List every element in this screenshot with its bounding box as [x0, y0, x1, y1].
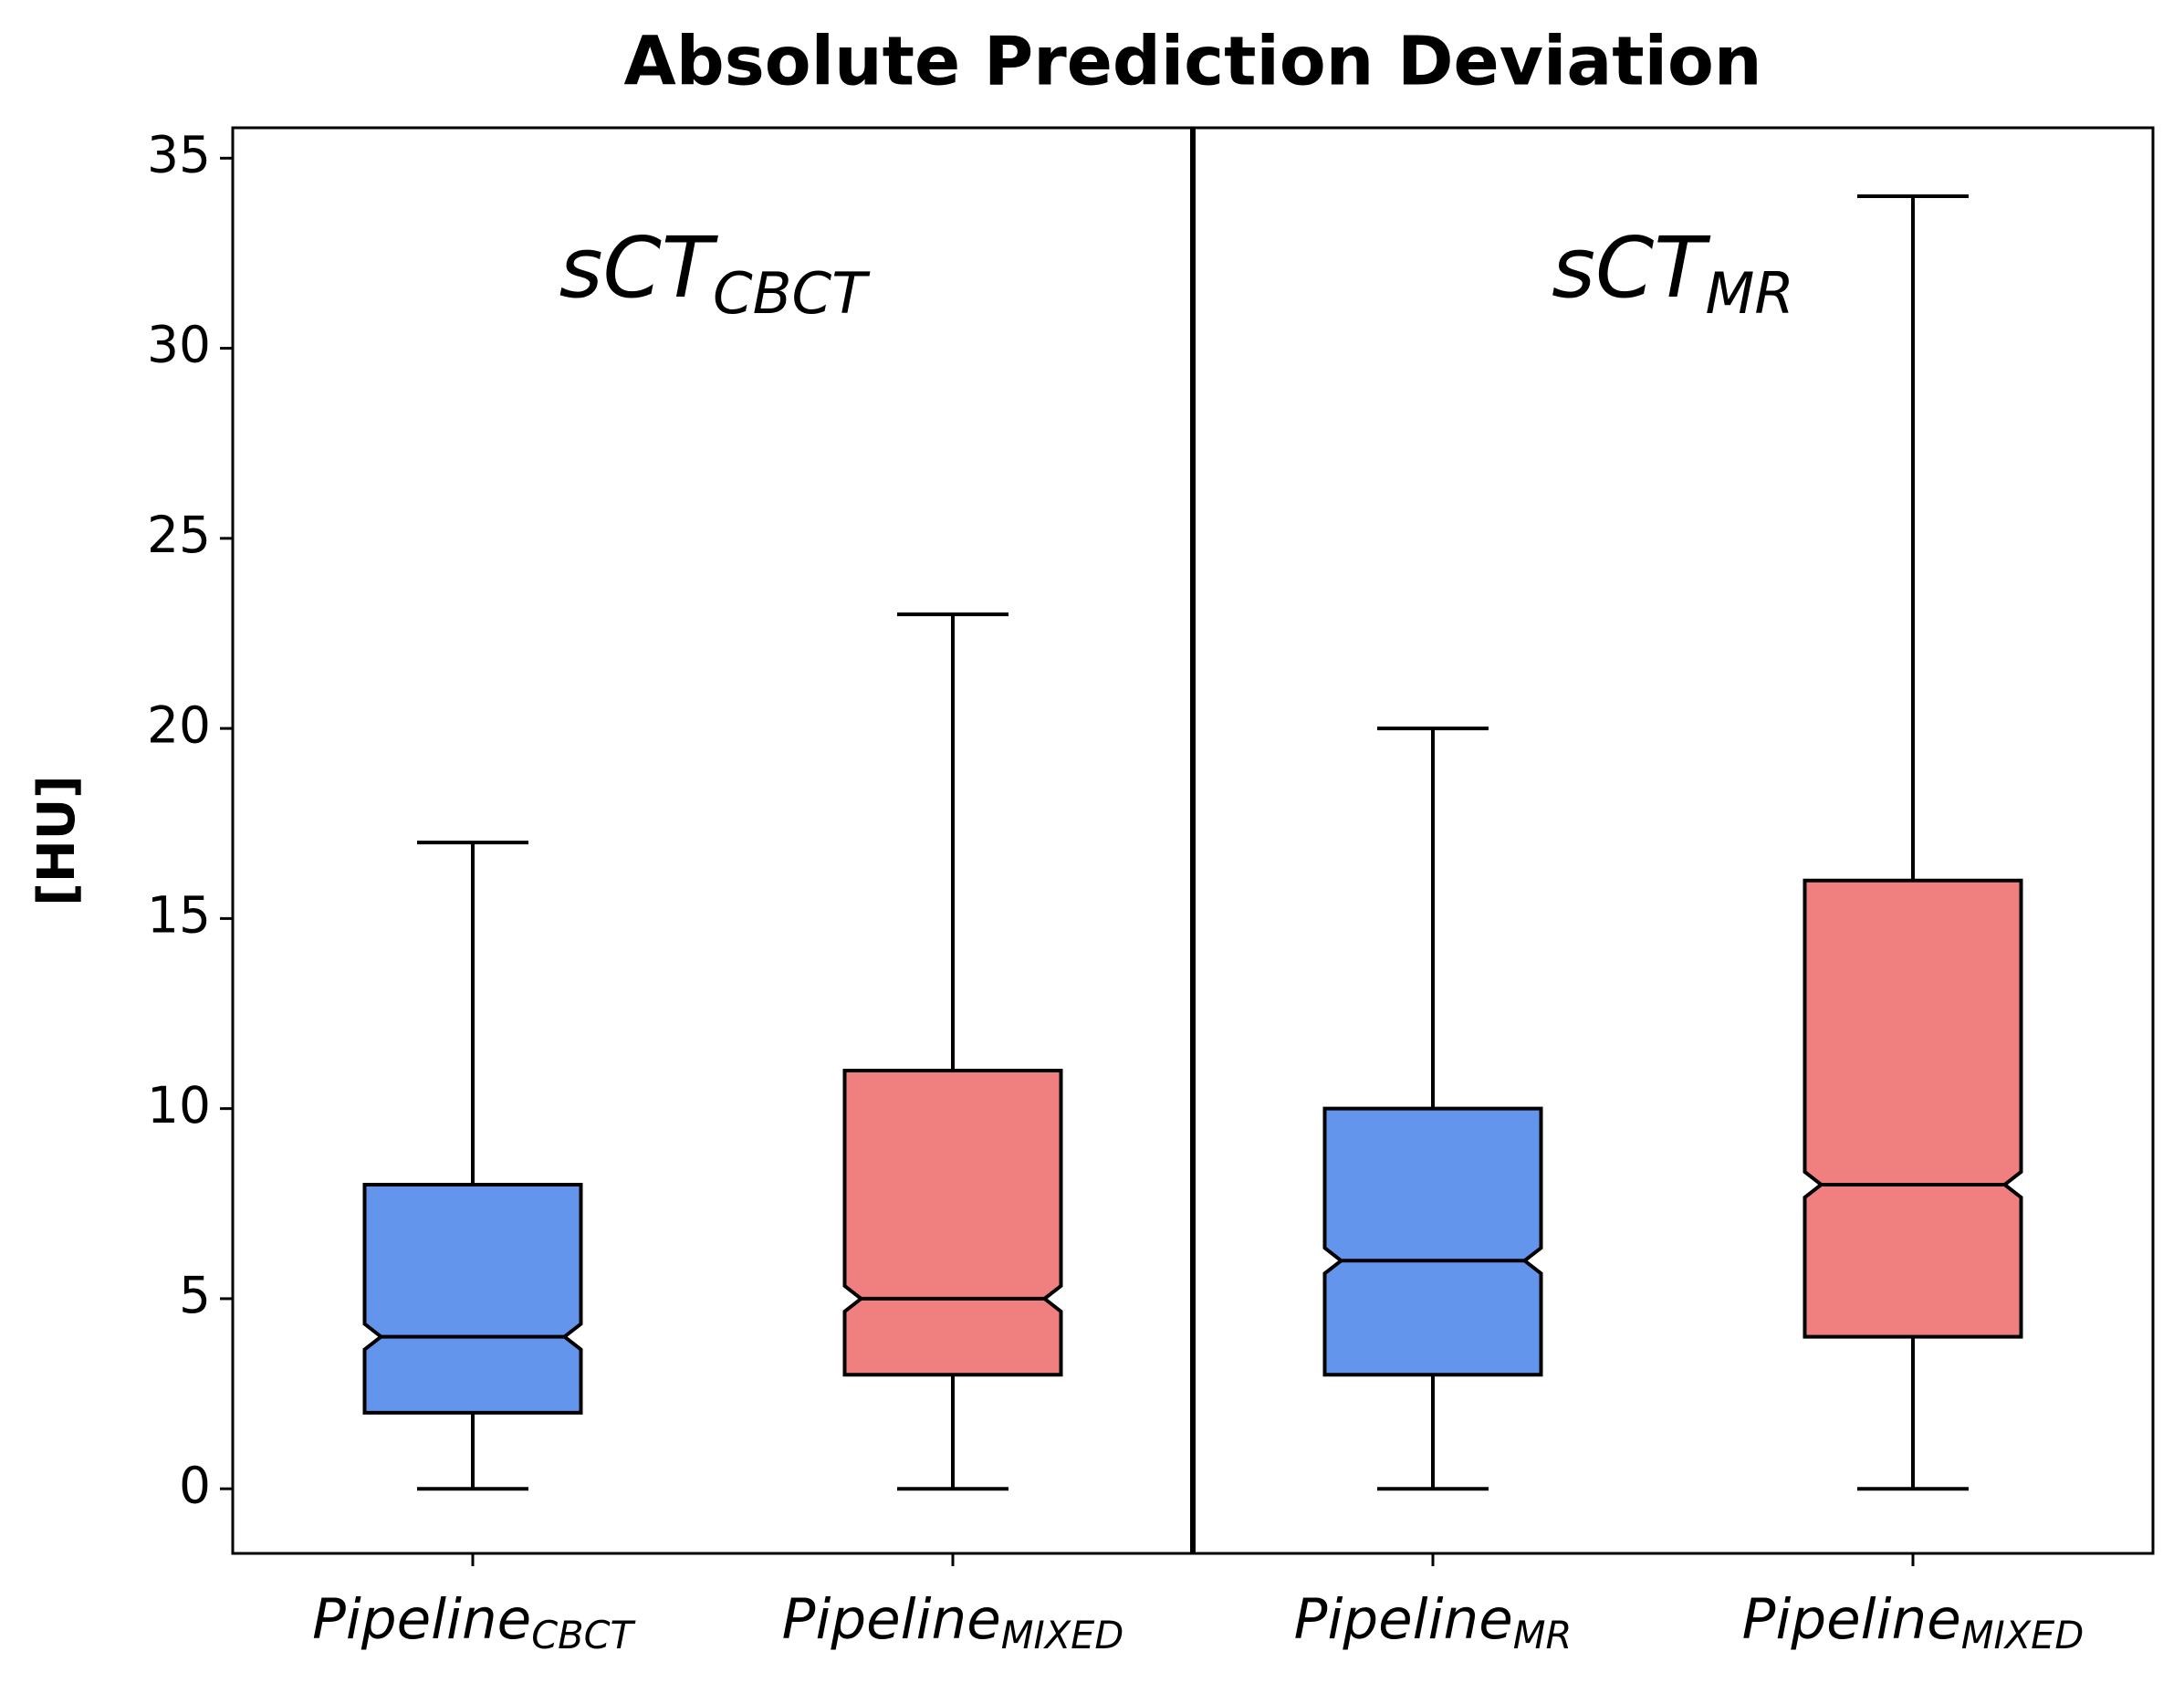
x-tick-label: PipelineMIXED — [1742, 1587, 2085, 1657]
y-tick-label: 10 — [147, 1076, 211, 1134]
chart-title: Absolute Prediction Deviation — [623, 23, 1761, 101]
y-tick-label: 20 — [147, 695, 211, 754]
x-tick-label-main: Pipeline — [1742, 1587, 1961, 1652]
x-tick-label-sub: MR — [1513, 1613, 1573, 1657]
x-tick-label-sub: CBCT — [531, 1613, 636, 1657]
y-tick-label: 25 — [147, 506, 211, 564]
panel-label-sub: MR — [1705, 260, 1793, 327]
x-tick-label-main: Pipeline — [782, 1587, 1001, 1652]
x-tick-label-main: Pipeline — [312, 1587, 531, 1652]
y-axis-label: [HU] — [27, 775, 87, 906]
panel-label-sub: CBCT — [713, 260, 871, 327]
x-tick-label-sub: MIXED — [1961, 1613, 2085, 1657]
y-tick-label: 30 — [147, 316, 211, 374]
x-tick-label: PipelineCBCT — [312, 1587, 636, 1657]
x-tick-label-sub: MIXED — [1001, 1613, 1124, 1657]
box — [842, 1069, 1063, 1377]
y-tick-label: 35 — [147, 125, 211, 183]
panel-label-main: sCT — [559, 219, 719, 317]
box — [362, 1182, 583, 1415]
x-tick-label: PipelineMR — [1294, 1587, 1573, 1657]
y-tick-label: 15 — [147, 886, 211, 945]
box — [1322, 1106, 1543, 1377]
y-tick-label: 5 — [179, 1266, 211, 1324]
panel-label-main: sCT — [1552, 219, 1711, 317]
panel-label: sCTMR — [1552, 219, 1794, 326]
y-tick-label: 0 — [179, 1456, 211, 1514]
box — [1803, 878, 2023, 1339]
x-tick-label: PipelineMIXED — [782, 1587, 1124, 1657]
x-tick-label-main: Pipeline — [1294, 1587, 1513, 1652]
panel-label: sCTCBCT — [559, 219, 872, 326]
